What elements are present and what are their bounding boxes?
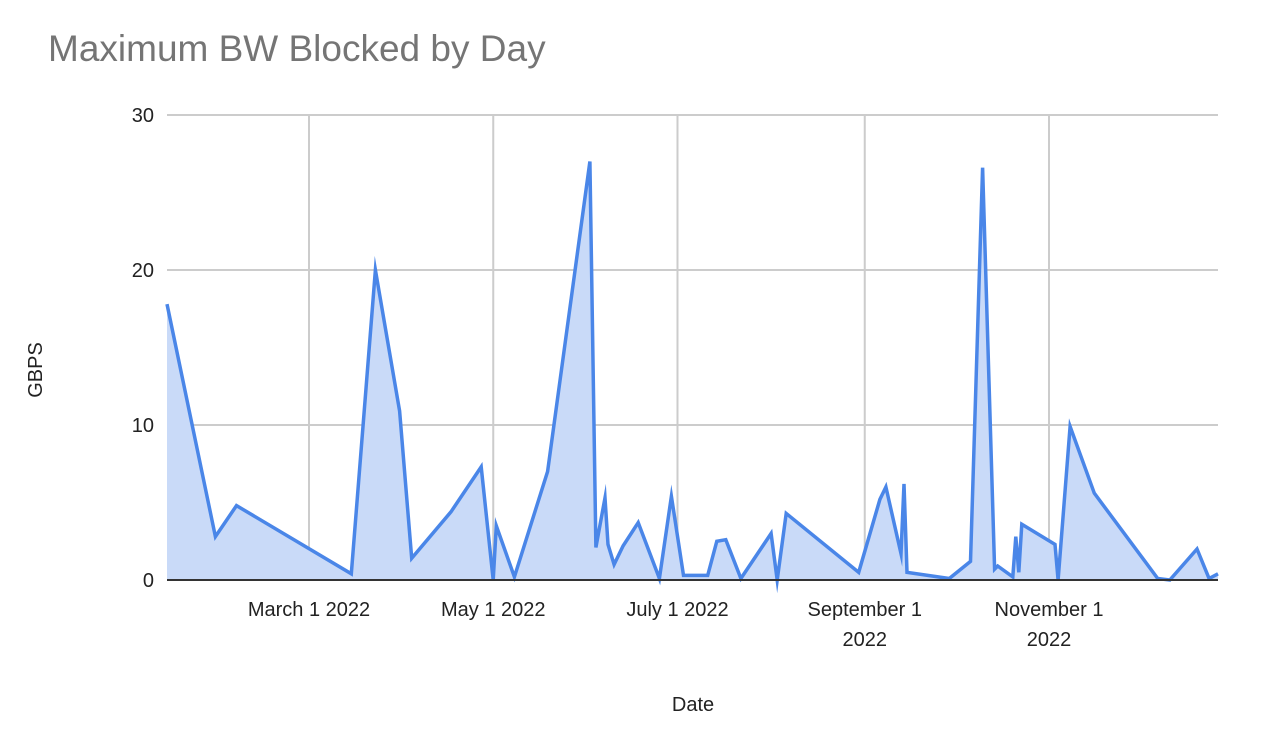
x-tick-label: May 1 2022 xyxy=(441,599,546,621)
series-line xyxy=(165,161,1219,594)
y-tick-label: 20 xyxy=(132,260,154,282)
x-tick-label: September 1 xyxy=(807,599,922,621)
x-axis-title: Date xyxy=(672,694,714,716)
gridlines xyxy=(167,114,1218,580)
x-tick-label: March 1 2022 xyxy=(248,599,370,621)
x-tick-label: 2022 xyxy=(1027,629,1072,651)
x-tick-label: November 1 xyxy=(995,599,1104,621)
y-tick-label: 0 xyxy=(143,570,154,592)
x-axis-ticks: March 1 2022 May 1 2022 July 1 2022 Septemb… xyxy=(248,599,1104,651)
y-axis-title: GBPS xyxy=(25,342,47,398)
data-area xyxy=(165,161,1219,594)
series-area-fill xyxy=(167,161,1218,580)
y-axis-ticks: 0 10 20 30 xyxy=(132,105,154,592)
y-tick-label: 30 xyxy=(132,105,154,127)
x-tick-label: 2022 xyxy=(843,629,888,651)
chart-title: Maximum BW Blocked by Day xyxy=(48,28,546,69)
y-tick-label: 10 xyxy=(132,415,154,437)
x-tick-label: July 1 2022 xyxy=(626,599,728,621)
